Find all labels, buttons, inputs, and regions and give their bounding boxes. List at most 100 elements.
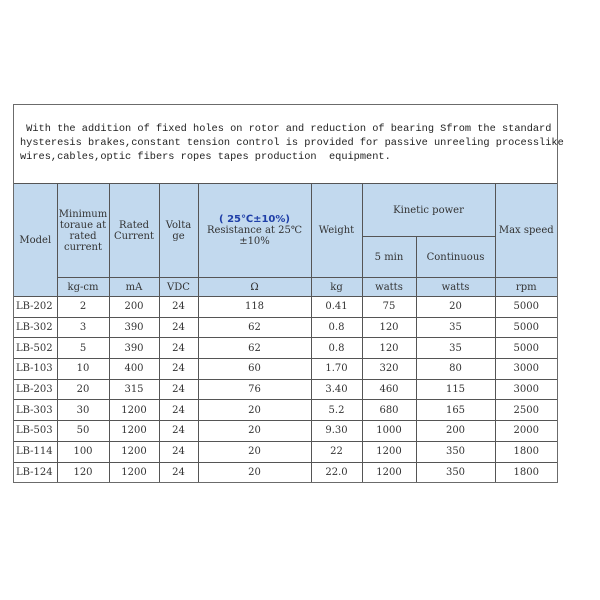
value-cell: 20	[197, 440, 312, 463]
resistance-note: ( 25℃±10%)	[219, 214, 290, 225]
value-cell: 315	[108, 378, 160, 401]
value-cell: 1000	[361, 420, 417, 442]
header-weight: Weight	[310, 184, 363, 278]
value-cell: 3000	[494, 378, 557, 401]
value-cell: 3.40	[310, 378, 363, 401]
value-cell: 35	[415, 337, 496, 360]
value-cell: 24	[158, 296, 199, 318]
value-cell: 165	[415, 399, 496, 422]
spec-sheet: With the addition of fixed holes on roto…	[13, 104, 564, 484]
model-cell: LB-303	[14, 399, 58, 422]
value-cell: 9.30	[310, 420, 363, 442]
value-cell: 0.41	[310, 296, 363, 318]
value-cell: 24	[158, 420, 199, 442]
value-cell: 24	[158, 316, 199, 339]
value-cell: 200	[108, 296, 160, 318]
description-line: With the addition of fixed holes on roto…	[20, 123, 552, 135]
table-row: LB-302 3 390 24 62 0.8 120 35 5000	[14, 316, 557, 339]
unit-cell: rpm	[494, 277, 557, 297]
header-max-speed: Max speed	[494, 184, 557, 278]
value-cell: 62	[197, 337, 312, 360]
value-cell: 62	[197, 316, 312, 339]
model-cell: LB-503	[14, 420, 58, 442]
header-5min: 5 min	[362, 236, 417, 278]
model-cell: LB-114	[14, 440, 58, 463]
value-cell: 100	[56, 440, 110, 463]
value-cell: 5000	[494, 337, 557, 360]
header-torque: Minimum toraue at rated current	[56, 184, 110, 278]
value-cell: 5	[56, 337, 110, 360]
description-line: hysteresis brakes,constant tension contr…	[20, 137, 564, 149]
value-cell: 2000	[494, 420, 557, 442]
value-cell: 60	[197, 358, 312, 380]
unit-cell: Ω	[197, 277, 312, 297]
value-cell: 5000	[494, 316, 557, 339]
value-cell: 2500	[494, 399, 557, 422]
table-row: LB-203 20 315 24 76 3.40 460 115 3000	[14, 378, 557, 401]
value-cell: 1800	[494, 461, 557, 483]
value-cell: 24	[158, 378, 199, 401]
header-resistance: ( 25℃±10%) Resistance at 25℃ ±10%	[197, 184, 312, 278]
value-cell: 2	[56, 296, 110, 318]
unit-cell: VDC	[158, 277, 199, 297]
value-cell: 3000	[494, 358, 557, 380]
model-cell: LB-302	[14, 316, 58, 339]
value-cell: 680	[361, 399, 417, 422]
table-row: LB-503 50 1200 24 20 9.30 1000 200 2000	[14, 420, 557, 442]
header-kinetic-power: Kinetic power	[361, 184, 496, 237]
value-cell: 390	[108, 337, 160, 360]
unit-cell: watts	[361, 277, 417, 297]
value-cell: 115	[415, 378, 496, 401]
value-cell: 120	[361, 337, 417, 360]
model-cell: LB-203	[14, 378, 58, 401]
value-cell: 24	[158, 440, 199, 463]
value-cell: 200	[415, 420, 496, 442]
value-cell: 24	[158, 337, 199, 360]
value-cell: 320	[361, 358, 417, 380]
value-cell: 5000	[494, 296, 557, 318]
model-cell: LB-103	[14, 358, 58, 380]
description: With the addition of fixed holes on roto…	[14, 105, 564, 184]
table-row: LB-124 120 1200 24 20 22.0 1200 350 1800	[14, 461, 557, 483]
spec-table: Model Minimum toraue at rated current Ra…	[14, 184, 557, 483]
table-row: LB-303 30 1200 24 20 5.2 680 165 2500	[14, 399, 557, 422]
value-cell: 50	[56, 420, 110, 442]
value-cell: 1200	[108, 420, 160, 442]
value-cell: 35	[415, 316, 496, 339]
value-cell: 1.70	[310, 358, 363, 380]
value-cell: 350	[415, 461, 496, 483]
value-cell: 20	[197, 420, 312, 442]
unit-cell: kg	[310, 277, 363, 297]
table-row: LB-202 2 200 24 118 0.41 75 20 5000	[14, 296, 557, 318]
value-cell: 0.8	[310, 316, 363, 339]
value-cell: 460	[361, 378, 417, 401]
model-cell: LB-502	[14, 337, 58, 360]
unit-cell: kg-cm	[57, 277, 110, 297]
value-cell: 1200	[361, 440, 417, 463]
value-cell: 400	[108, 358, 160, 380]
value-cell: 20	[197, 399, 312, 422]
resistance-label: Resistance at 25℃ ±10%	[206, 225, 303, 247]
header-continuous: Continuous	[415, 236, 496, 278]
value-cell: 5.2	[310, 399, 363, 422]
value-cell: 0.8	[310, 337, 363, 360]
table-row: LB-502 5 390 24 62 0.8 120 35 5000	[14, 337, 557, 360]
value-cell: 20	[56, 378, 110, 401]
value-cell: 118	[197, 296, 312, 318]
unit-cell: watts	[415, 277, 496, 297]
value-cell: 1200	[108, 440, 160, 463]
value-cell: 120	[361, 316, 417, 339]
value-cell: 80	[415, 358, 496, 380]
description-line: wires,cables,optic fibers ropes tapes pr…	[20, 151, 391, 163]
header-model: Model	[14, 184, 58, 297]
value-cell: 3	[56, 316, 110, 339]
table-row: LB-114 100 1200 24 20 22 1200 350 1800	[14, 440, 557, 463]
value-cell: 30	[56, 399, 110, 422]
value-cell: 20	[415, 296, 496, 318]
model-cell: LB-202	[14, 296, 58, 318]
header-voltage: Volta ge	[158, 184, 199, 278]
value-cell: 1200	[361, 461, 417, 483]
value-cell: 22.0	[310, 461, 363, 483]
value-cell: 76	[197, 378, 312, 401]
